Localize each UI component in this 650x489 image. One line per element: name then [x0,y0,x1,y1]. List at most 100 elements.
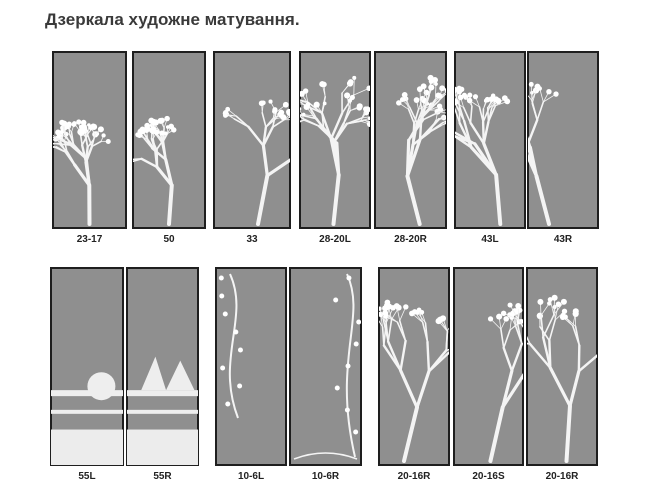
branch [536,101,545,121]
branch [265,117,277,128]
leaf [375,315,378,318]
branch [527,335,531,345]
branch [398,368,419,409]
leaf [272,107,278,113]
leaf [455,100,458,104]
leaf [44,145,48,149]
branch [361,116,370,119]
branch [300,101,304,105]
branch [53,145,57,148]
branch [407,108,416,125]
branch [261,144,269,178]
leaf [447,90,450,93]
leaf [449,105,454,110]
leaf [292,121,297,126]
leaf [71,122,77,127]
leaf [293,98,296,101]
frosted-pattern [133,115,177,226]
panel-glass [213,51,291,229]
leaf [291,120,295,124]
branch [261,111,267,128]
branch [161,141,167,161]
branch [140,157,159,169]
leaf [556,301,561,307]
leaf [615,326,619,330]
mirror-panel [526,267,635,466]
branch [307,103,318,120]
mirror-panel [527,51,599,229]
branch [462,106,472,124]
leaf [535,84,540,89]
branch [383,322,387,347]
leaf [386,303,393,310]
branch [53,138,59,141]
branch [312,115,325,129]
branch [353,87,370,96]
branch [413,108,420,125]
branch [133,158,143,161]
leaf [79,129,85,134]
leaf [334,385,340,391]
leaf [47,130,52,135]
branch [455,134,473,149]
leaf [500,310,507,316]
leaf [67,122,72,127]
leaf [448,111,453,116]
leaf [629,333,634,338]
mirror-panel [447,51,526,229]
leaf [623,344,629,350]
leaf [45,138,51,144]
leaf [615,326,620,331]
branch [405,137,422,178]
branch [530,83,533,101]
leaf [237,383,243,389]
leaf [152,119,160,126]
branch [449,92,453,104]
panel-label: 20-16R [546,471,580,482]
leaf [353,429,359,435]
branch [85,136,89,149]
leaf [382,306,388,311]
frosted-pattern [222,99,290,226]
branch [510,342,523,373]
leaf [47,143,52,148]
panel-label: 55R [153,471,172,482]
leaf [421,84,426,89]
leaf [166,125,170,129]
leaf [46,143,50,147]
leaf [344,407,350,413]
branch [164,157,174,187]
panel-label: 20-16R [398,471,432,482]
leaf [455,86,457,91]
vine [345,273,356,458]
branch [528,95,533,101]
leaf [164,116,170,122]
mirror-panel [374,51,454,229]
frost-base [51,429,123,465]
branch [482,107,490,123]
branch [540,314,544,339]
branch [91,133,96,148]
leaf [616,329,621,334]
mirror-panel [44,51,127,229]
mirror-panel [213,51,291,229]
branch [610,328,617,340]
leaf [627,336,632,341]
frosted-pattern [447,85,511,226]
branch [615,340,628,345]
branch [301,117,320,127]
leaf [294,96,300,102]
leaf [45,138,50,143]
leaf [62,121,67,126]
leaf [403,304,409,310]
leaf [348,98,352,102]
leaf [455,90,456,94]
leaf [629,333,635,339]
leaf [218,275,224,281]
branch [534,174,552,226]
branch [502,346,514,373]
leaf [76,120,81,124]
leaf [293,111,297,115]
branch [445,330,449,352]
panel-label: 55L [78,471,95,482]
